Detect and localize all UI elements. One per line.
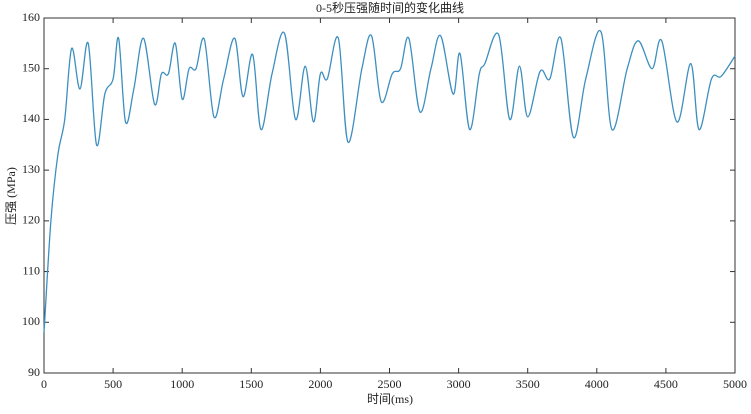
x-tick-label: 4000 [585,377,609,391]
x-tick-label: 4500 [654,377,678,391]
x-tick-label: 0 [41,377,47,391]
x-tick-label: 2500 [378,377,402,391]
y-tick-label: 90 [28,365,40,379]
x-tick-label: 1500 [239,377,263,391]
x-tick-label: 2000 [308,377,332,391]
y-tick-label: 100 [22,314,40,328]
line-series [43,29,736,333]
plot-frame [43,17,736,374]
y-tick-label: 120 [22,213,40,227]
x-tick-label: 5000 [723,377,747,391]
x-tick-label: 3500 [516,377,540,391]
y-tick-label: 150 [22,60,40,74]
chart-title: 0-5秒压强随时间的变化曲线 [316,0,464,15]
x-tick-label: 500 [104,377,122,391]
y-axis-label: 压强 (MPa) [4,167,18,225]
y-tick-label: 140 [22,111,40,125]
x-axis-label: 时间(ms) [367,392,413,406]
y-tick-label: 130 [22,162,40,176]
y-tick-label: 160 [22,10,40,24]
y-tick-label: 110 [22,263,40,277]
x-tick-label: 1000 [170,377,194,391]
x-tick-label: 3000 [447,377,471,391]
